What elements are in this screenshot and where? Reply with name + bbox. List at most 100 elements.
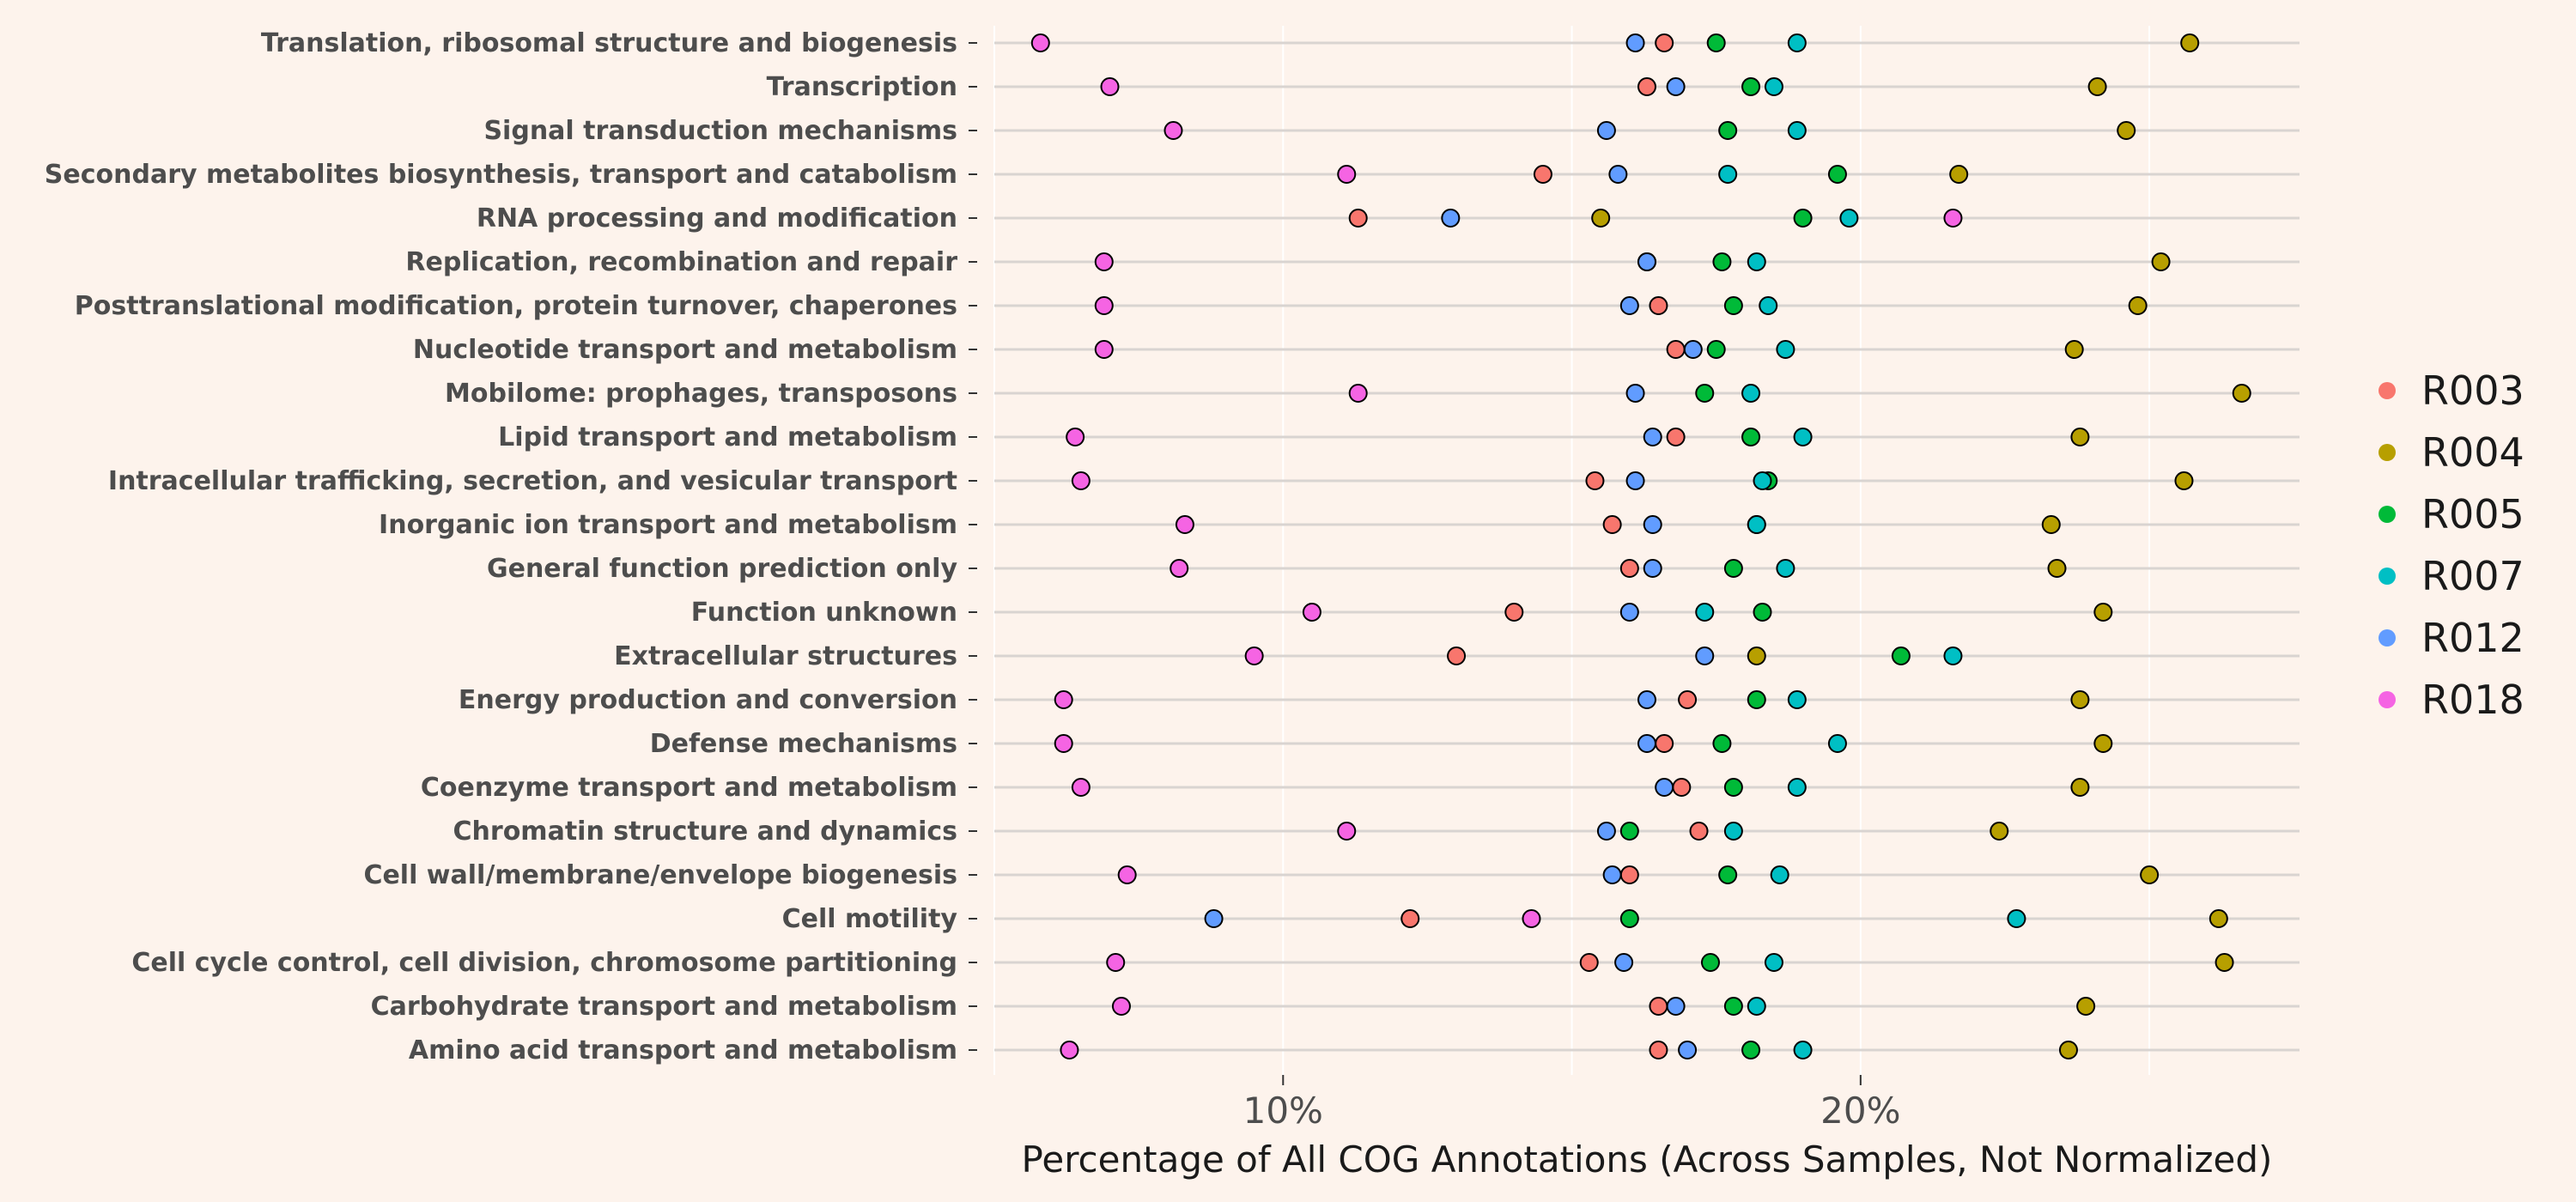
data-point-r007 xyxy=(1943,647,1963,665)
legend-label: R004 xyxy=(2421,429,2524,476)
data-point-r018 xyxy=(1943,209,1963,228)
data-point-r007 xyxy=(1747,997,1766,1016)
x-axis-title: Percentage of All COG Annotations (Acros… xyxy=(1022,1138,2273,1181)
data-point-r003 xyxy=(1672,778,1692,797)
data-point-r005 xyxy=(1723,997,1743,1016)
category-label: RNA processing and modification xyxy=(477,203,957,234)
data-point-r012 xyxy=(1625,33,1645,52)
data-point-r003 xyxy=(1447,647,1467,665)
data-point-r018 xyxy=(1094,296,1114,315)
legend-key-r018 xyxy=(2379,691,2396,708)
x-tick-label: 20% xyxy=(1820,1090,1900,1132)
data-point-r005 xyxy=(1718,121,1738,140)
category-label: Cell wall/membrane/envelope biogenesis xyxy=(363,860,957,890)
data-point-r018 xyxy=(1054,690,1073,709)
data-point-r012 xyxy=(1666,77,1686,96)
data-point-r005 xyxy=(1753,603,1772,622)
data-point-r003 xyxy=(1579,953,1599,972)
data-point-r003 xyxy=(1348,209,1368,228)
legend-key-r003 xyxy=(2379,382,2396,399)
category-label: Replication, recombination and repair xyxy=(405,247,957,277)
data-point-r012 xyxy=(1602,865,1622,884)
data-point-r018 xyxy=(1244,647,1264,665)
data-point-r018 xyxy=(1348,384,1368,403)
data-point-r003 xyxy=(1533,165,1552,184)
data-point-r003 xyxy=(1637,77,1656,96)
data-point-r007 xyxy=(1759,296,1778,315)
data-point-r012 xyxy=(1643,559,1662,578)
data-point-r003 xyxy=(1619,865,1639,884)
category-label: Cell cycle control, cell division, chrom… xyxy=(131,948,957,978)
data-point-r012 xyxy=(1637,252,1656,271)
data-point-r004 xyxy=(2140,865,2160,884)
data-point-r004 xyxy=(2174,471,2194,490)
data-point-r007 xyxy=(1787,778,1807,797)
data-point-r004 xyxy=(2047,559,2067,578)
data-point-r007 xyxy=(1793,428,1813,446)
legend-label: R005 xyxy=(2421,491,2524,537)
data-point-r004 xyxy=(2041,515,2061,534)
data-point-r005 xyxy=(1741,1041,1761,1059)
x-axis-ticks: 10% 20% xyxy=(1243,1075,1901,1132)
data-point-r003 xyxy=(1504,603,1524,622)
data-point-r018 xyxy=(1030,33,1050,52)
category-label: Inorganic ion transport and metabolism xyxy=(379,510,957,540)
data-point-r004 xyxy=(2076,997,2096,1016)
legend-key-r012 xyxy=(2379,629,2396,647)
data-point-r004 xyxy=(1747,647,1766,665)
data-point-r007 xyxy=(1787,121,1807,140)
data-point-r007 xyxy=(1764,953,1783,972)
legend-label: R012 xyxy=(2421,615,2524,661)
category-label: Defense mechanisms xyxy=(650,729,957,759)
data-point-r012 xyxy=(1625,384,1645,403)
category-label: Chromatin structure and dynamics xyxy=(453,817,957,847)
data-point-r012 xyxy=(1655,778,1674,797)
data-point-r004 xyxy=(2128,296,2148,315)
data-point-r007 xyxy=(1787,33,1807,52)
data-point-r012 xyxy=(1643,515,1662,534)
data-point-r003 xyxy=(1400,909,1420,928)
data-point-r012 xyxy=(1625,471,1645,490)
data-point-r012 xyxy=(1441,209,1461,228)
data-point-r004 xyxy=(2093,603,2113,622)
category-label: General function prediction only xyxy=(487,554,957,584)
data-point-r012 xyxy=(1695,647,1715,665)
data-point-r018 xyxy=(1117,865,1137,884)
data-point-r003 xyxy=(1649,296,1668,315)
data-point-r018 xyxy=(1094,340,1114,359)
category-label: Energy production and conversion xyxy=(459,685,957,715)
data-point-r018 xyxy=(1100,77,1120,96)
data-point-r003 xyxy=(1649,1041,1668,1059)
legend-label: R007 xyxy=(2421,553,2524,599)
data-point-r007 xyxy=(2007,909,2026,928)
data-point-r018 xyxy=(1337,822,1357,841)
data-point-r004 xyxy=(2064,340,2084,359)
data-point-r007 xyxy=(1839,209,1859,228)
category-label: Amino acid transport and metabolism xyxy=(409,1035,957,1065)
data-point-r007 xyxy=(1787,690,1807,709)
data-point-r005 xyxy=(1793,209,1813,228)
data-point-r004 xyxy=(2180,33,2200,52)
legend-label: R003 xyxy=(2421,367,2524,414)
data-point-r004 xyxy=(2208,909,2228,928)
x-tick-label: 10% xyxy=(1243,1090,1323,1132)
legend: R003 R004 R005 R007 R012 R018 xyxy=(2379,367,2524,723)
data-point-r005 xyxy=(1619,909,1639,928)
data-point-r005 xyxy=(1712,252,1732,271)
data-point-r012 xyxy=(1683,340,1703,359)
data-point-r007 xyxy=(1741,384,1761,403)
data-point-r012 xyxy=(1637,690,1656,709)
category-label: Intracellular trafficking, secretion, an… xyxy=(108,466,957,496)
data-point-r005 xyxy=(1706,33,1726,52)
legend-key-r007 xyxy=(2379,568,2396,585)
data-point-r007 xyxy=(1776,340,1795,359)
data-point-r005 xyxy=(1741,77,1761,96)
data-point-r004 xyxy=(2232,384,2251,403)
data-point-r004 xyxy=(1591,209,1611,228)
legend-key-r005 xyxy=(2379,506,2396,523)
data-point-r018 xyxy=(1111,997,1131,1016)
data-point-r012 xyxy=(1596,822,1616,841)
category-label: Function unknown xyxy=(691,598,957,628)
